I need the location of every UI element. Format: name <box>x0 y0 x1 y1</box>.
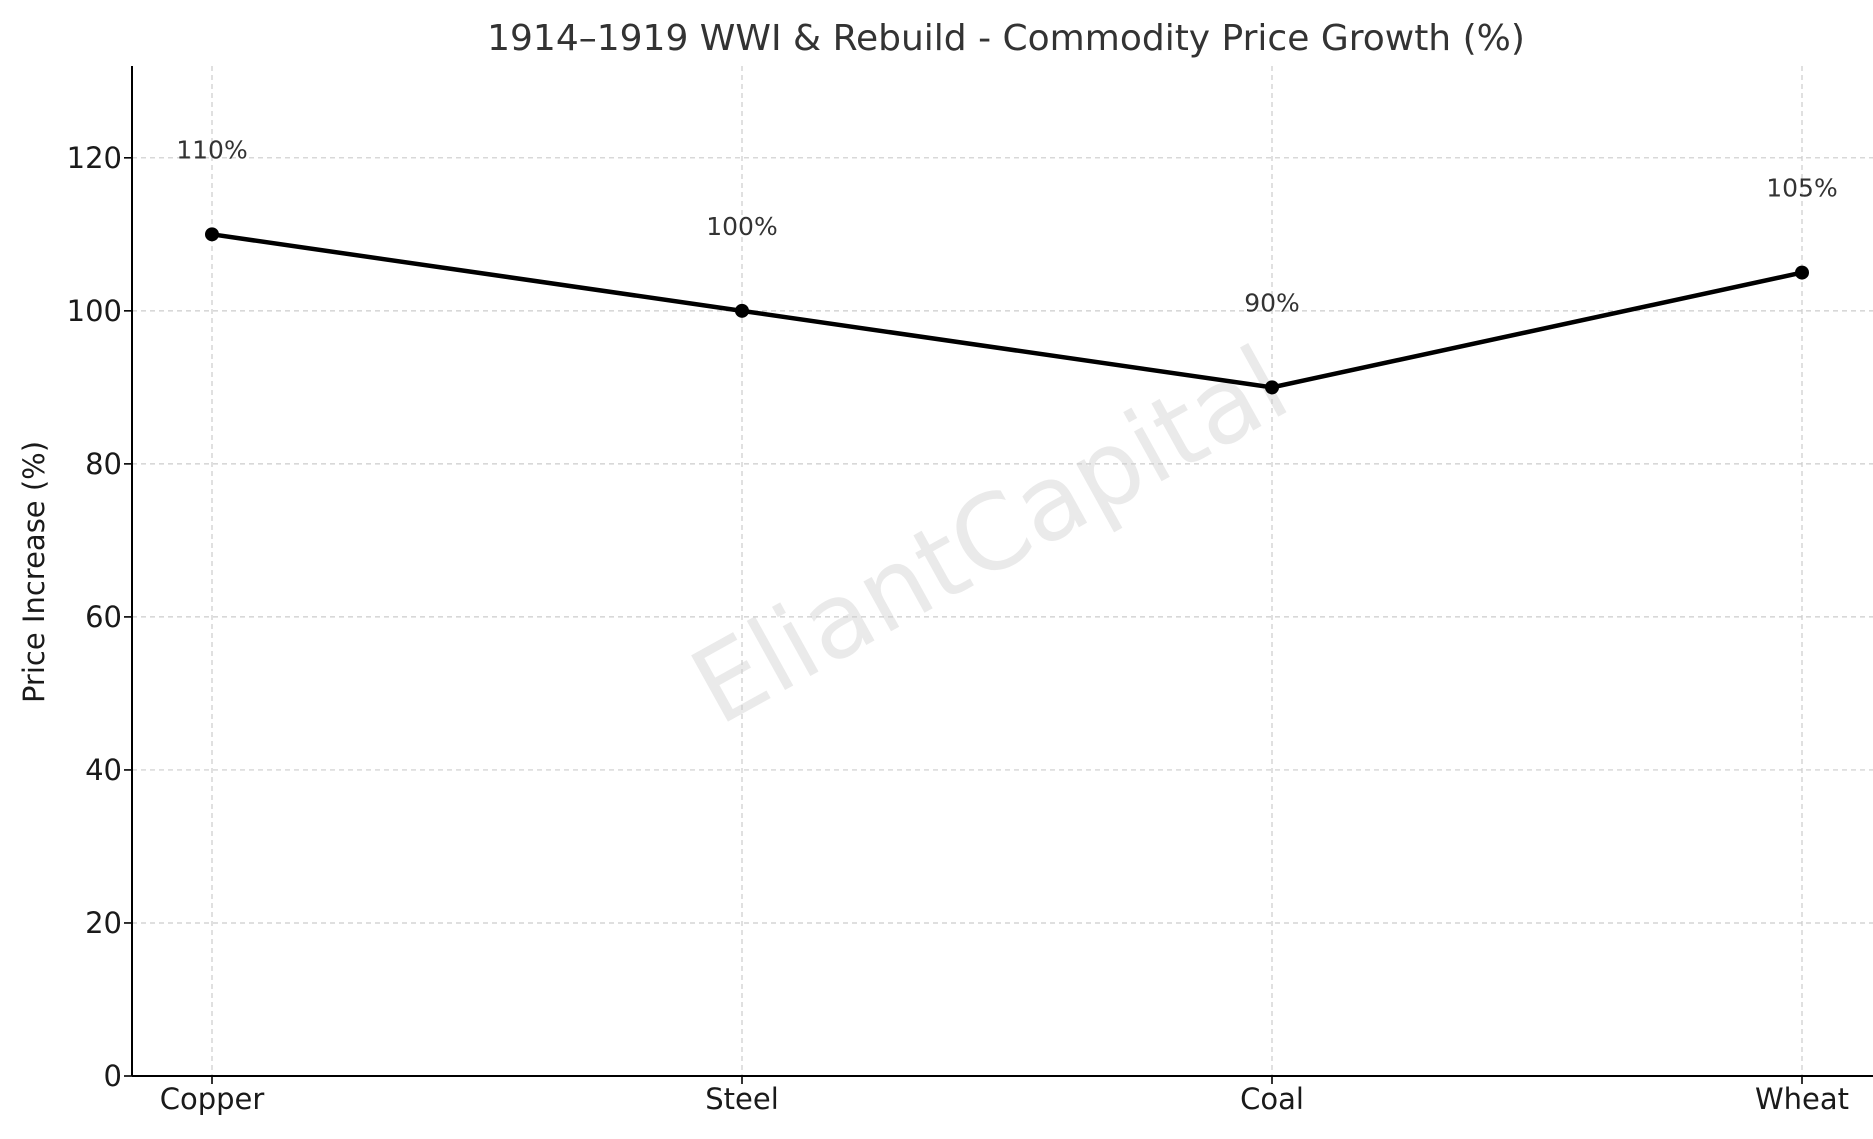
y-tick-label: 60 <box>85 600 122 634</box>
grid <box>132 66 1873 1076</box>
x-tick-label: Coal <box>1240 1082 1304 1116</box>
data-point <box>1795 265 1809 280</box>
chart-title: 1914–1919 WWI & Rebuild - Commodity Pric… <box>487 18 1525 59</box>
y-tick-label: 80 <box>85 447 122 481</box>
data-label: 105% <box>1766 174 1837 203</box>
y-tick-label: 0 <box>104 1059 122 1093</box>
y-tick-label: 120 <box>67 141 122 175</box>
series <box>205 227 1809 395</box>
y-tick-label: 100 <box>67 294 122 328</box>
y-tick-label: 20 <box>85 906 122 940</box>
data-labels: 110% 100% 90% 105% <box>176 135 1837 317</box>
data-point <box>735 303 749 318</box>
data-label: 110% <box>176 135 247 164</box>
series-line <box>211 232 1803 390</box>
y-axis-title: Price Increase (%) <box>17 441 51 703</box>
data-point <box>205 227 219 242</box>
tick-labels: 0 20 40 60 80 100 120 Copper Steel Coal Wheat <box>67 141 1849 1116</box>
x-tick-label: Wheat <box>1755 1082 1849 1116</box>
y-tick-label: 40 <box>85 753 122 787</box>
axes <box>124 66 1873 1084</box>
data-point <box>1265 380 1279 395</box>
watermark: EliantCapital <box>672 323 1307 749</box>
x-tick-label: Steel <box>705 1082 779 1116</box>
x-tick-label: Copper <box>160 1082 265 1116</box>
data-label: 90% <box>1244 288 1300 317</box>
data-label: 100% <box>706 212 777 241</box>
